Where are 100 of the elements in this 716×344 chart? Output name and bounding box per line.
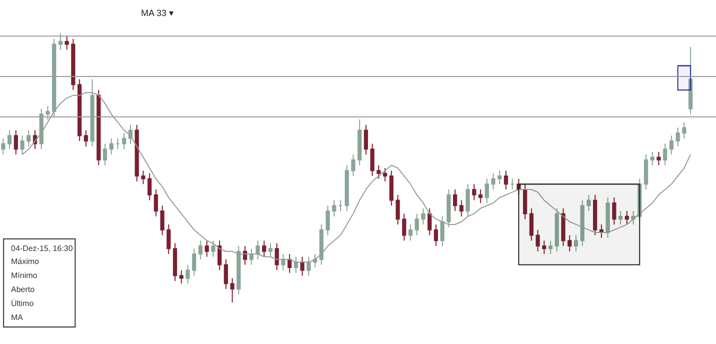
candlestick bbox=[568, 234, 572, 252]
candlestick bbox=[631, 210, 636, 225]
candlestick bbox=[376, 164, 381, 180]
candlestick bbox=[71, 38, 76, 90]
candlestick bbox=[96, 89, 101, 166]
candlestick bbox=[446, 188, 451, 228]
annotation: Aberto bbox=[11, 285, 36, 294]
candlestick bbox=[612, 197, 616, 225]
candlestick bbox=[192, 248, 196, 276]
candlestick bbox=[109, 138, 114, 156]
candlestick bbox=[498, 170, 502, 185]
candlestick bbox=[491, 172, 496, 190]
candlestick bbox=[179, 270, 184, 284]
candlestick bbox=[389, 170, 394, 206]
candlestick bbox=[312, 254, 318, 268]
candlestick bbox=[274, 242, 279, 271]
candlestick bbox=[154, 188, 158, 217]
candlestick bbox=[26, 130, 31, 147]
candlestick bbox=[116, 138, 120, 150]
candlestick bbox=[548, 240, 553, 255]
candlestick bbox=[288, 254, 292, 274]
candlestick bbox=[351, 154, 356, 177]
candlestick bbox=[20, 135, 24, 156]
candlestick bbox=[90, 78, 94, 147]
annotation: Último bbox=[11, 299, 34, 308]
candlestick bbox=[644, 154, 648, 190]
candlestick bbox=[236, 245, 241, 295]
candlestick bbox=[453, 188, 458, 212]
candlestick bbox=[396, 194, 400, 225]
candlestick bbox=[172, 242, 178, 282]
candlestick bbox=[166, 224, 171, 255]
candlestick bbox=[224, 258, 228, 290]
candlestick bbox=[300, 256, 304, 276]
candlestick bbox=[338, 200, 343, 212]
annotation: Máximo bbox=[11, 257, 40, 266]
candlestick bbox=[440, 216, 444, 246]
candlestick bbox=[529, 208, 534, 242]
candlestick bbox=[39, 108, 44, 150]
annotation: 04-Dez-15, 16:30 bbox=[11, 244, 74, 253]
candlestick bbox=[606, 197, 610, 238]
candlestick bbox=[46, 106, 50, 120]
candlestick bbox=[408, 224, 413, 242]
candlestick bbox=[344, 164, 349, 212]
candlestick bbox=[580, 200, 584, 246]
candlestick bbox=[624, 210, 629, 225]
candlestick bbox=[332, 200, 336, 217]
candlestick bbox=[414, 213, 419, 236]
candlestick bbox=[268, 242, 273, 258]
candlestick bbox=[160, 205, 164, 236]
candlestick bbox=[358, 119, 362, 166]
candlestick bbox=[230, 278, 234, 303]
candlestick bbox=[326, 205, 330, 236]
candlestick bbox=[364, 124, 368, 156]
candlestick bbox=[256, 240, 260, 260]
candlestick bbox=[370, 143, 374, 177]
candlestick bbox=[586, 194, 591, 212]
candlestick bbox=[682, 122, 686, 139]
candlestick bbox=[656, 151, 661, 166]
candlestick bbox=[599, 224, 604, 238]
text: MA bbox=[11, 313, 24, 322]
annotation: Mínimo bbox=[11, 271, 38, 280]
candlestick bbox=[669, 135, 674, 156]
candlestick bbox=[574, 234, 578, 252]
candlestick bbox=[542, 240, 546, 255]
candlestick bbox=[141, 170, 146, 185]
candlestick bbox=[504, 170, 508, 190]
candlestick bbox=[421, 208, 426, 225]
candlestick bbox=[382, 167, 388, 182]
candlestick bbox=[122, 132, 126, 150]
candlestick bbox=[218, 240, 222, 271]
candlestick bbox=[134, 124, 139, 182]
candlestick bbox=[472, 184, 476, 201]
candlestick bbox=[14, 130, 18, 156]
candlestick bbox=[211, 240, 216, 258]
candlestick bbox=[466, 184, 470, 217]
candlestick bbox=[459, 200, 464, 217]
chart-title: MA 33 ▾ bbox=[141, 8, 174, 18]
candlestick bbox=[319, 224, 324, 266]
candlestick bbox=[102, 143, 108, 166]
candlestick bbox=[242, 245, 248, 266]
candlestick bbox=[593, 194, 598, 236]
candlestick bbox=[294, 256, 298, 274]
candlestick bbox=[204, 240, 209, 258]
candlestick bbox=[650, 151, 654, 166]
candlestick bbox=[428, 208, 432, 236]
candlestick bbox=[484, 178, 489, 204]
candlestick bbox=[84, 130, 88, 147]
candlestick bbox=[402, 213, 406, 242]
candlestick bbox=[663, 143, 668, 166]
candlestick bbox=[249, 248, 254, 266]
candlestick bbox=[561, 208, 566, 246]
candlestick bbox=[676, 127, 680, 147]
candlestick bbox=[523, 184, 528, 220]
candlestick bbox=[58, 32, 63, 50]
candlestick bbox=[554, 208, 559, 252]
candlestick bbox=[262, 240, 266, 258]
candlestick bbox=[1, 138, 6, 156]
candlestick bbox=[434, 224, 438, 246]
candlestick bbox=[78, 78, 82, 142]
candlestick bbox=[306, 256, 311, 276]
